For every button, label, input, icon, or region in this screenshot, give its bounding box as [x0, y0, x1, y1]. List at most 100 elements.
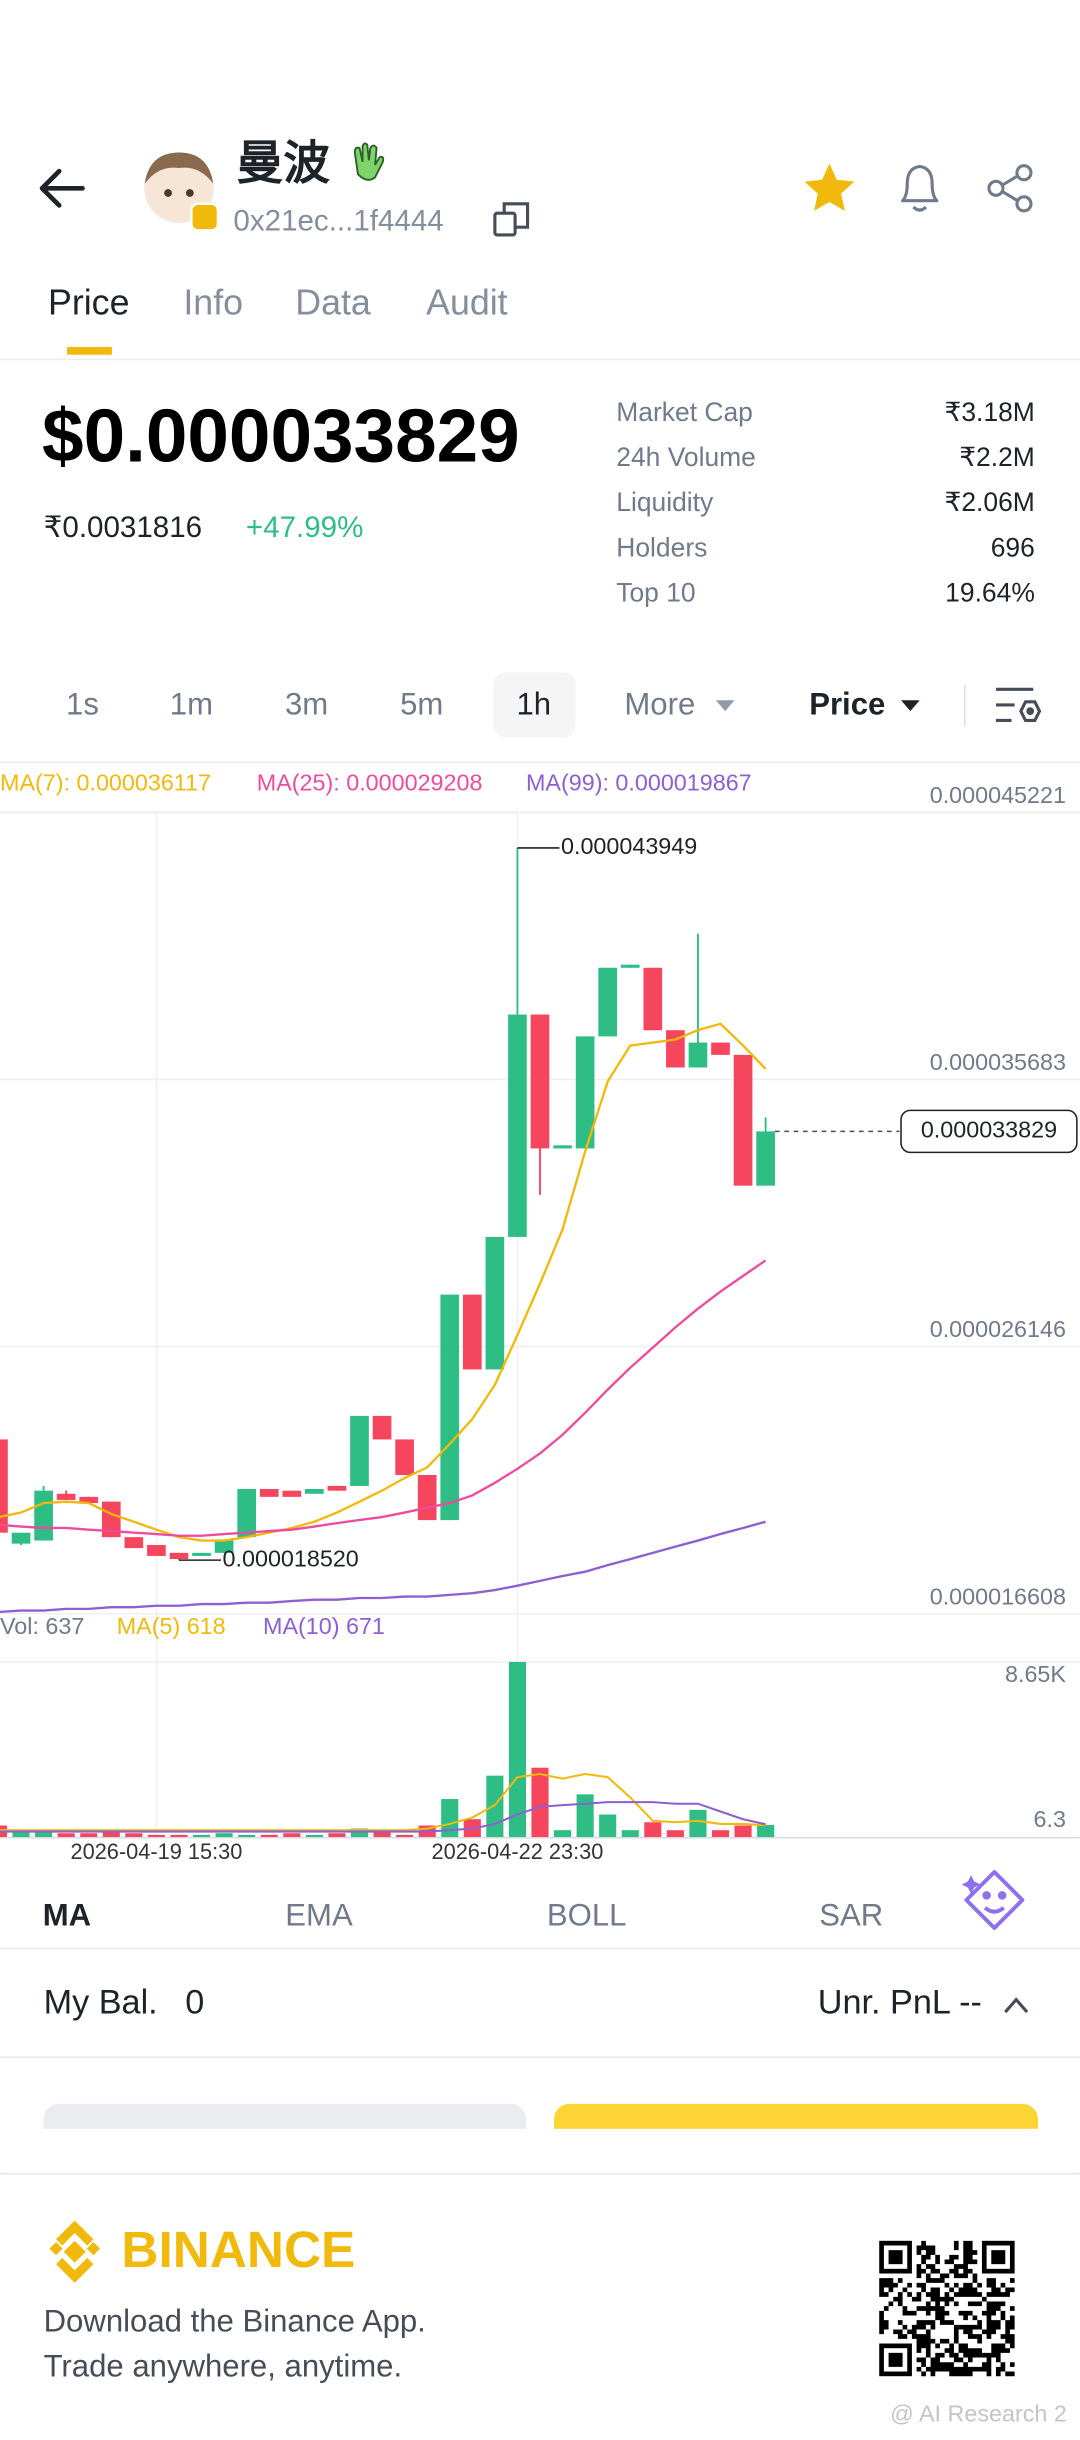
interval[interactable]: 1s — [66, 687, 99, 722]
candle-body — [192, 1552, 211, 1556]
stat-value: ₹2.2M — [959, 442, 1035, 472]
back-button[interactable] — [39, 168, 85, 208]
candle-body — [417, 1475, 437, 1521]
qr-finder — [991, 2250, 1006, 2265]
y-tick-label: 0.000016608 — [930, 1583, 1066, 1609]
volume-bar — [12, 1830, 30, 1838]
legend-entry: MA(5) 618 — [117, 1613, 226, 1639]
copy-button[interactable] — [493, 202, 530, 237]
candle-body — [620, 964, 640, 968]
volume-bar — [283, 1833, 301, 1838]
tab[interactable]: Data — [295, 282, 371, 322]
balance-value: 0 — [185, 1983, 204, 2021]
indicator-tab[interactable]: SAR — [819, 1897, 883, 1932]
candle-body — [711, 1042, 730, 1055]
low-label: 0.000018520 — [223, 1545, 359, 1571]
interval[interactable]: 5m — [400, 687, 443, 722]
interval[interactable]: 1m — [170, 687, 213, 722]
stat-value: 19.64% — [945, 577, 1035, 607]
indicator-bar: MA EMA BOLL SAR — [43, 1897, 883, 1932]
y-tick-label: 0.000035683 — [930, 1049, 1066, 1075]
candle-body — [575, 1036, 595, 1149]
qr-modules — [879, 2240, 1015, 2377]
stat-value: ₹2.06M — [945, 487, 1035, 517]
stat-label: Top 10 — [616, 577, 695, 607]
legend-entry: MA(99): 0.000019867 — [526, 769, 752, 795]
volume-bar — [57, 1833, 75, 1838]
volume-bar — [531, 1767, 549, 1838]
stat-label: Holders — [616, 532, 707, 562]
volume-bar — [305, 1834, 323, 1838]
volume-bar — [328, 1833, 346, 1838]
volume-bar — [192, 1834, 211, 1838]
footer-line: Download the Binance App. — [44, 2304, 426, 2339]
y-tick-label: 0.000045221 — [930, 782, 1066, 808]
expand-button[interactable] — [1004, 1997, 1029, 2014]
footer-line: Trade anywhere, anytime. — [44, 2349, 403, 2384]
volume-bar — [396, 1834, 414, 1838]
high-label: 0.000043949 — [561, 833, 697, 859]
alert-button[interactable] — [901, 164, 939, 212]
stats: Market Cap ₹3.18M 24h Volume ₹2.2M Liquidity… — [616, 397, 1035, 608]
candle-body — [79, 1496, 99, 1504]
favorite-button[interactable] — [804, 163, 855, 211]
volume-bar — [644, 1822, 662, 1838]
candle-body — [350, 1415, 369, 1486]
share-button[interactable] — [987, 164, 1033, 213]
candle-body — [305, 1489, 324, 1494]
tab-bar: Price Info Data Audit — [48, 282, 508, 322]
interval[interactable]: More — [624, 687, 695, 722]
legend-entry: Vol: 637 — [0, 1613, 84, 1639]
volume-bar — [373, 1830, 391, 1838]
candle-body — [259, 1489, 279, 1497]
indicator-tab[interactable]: EMA — [285, 1897, 353, 1932]
avatar — [143, 152, 220, 232]
pnl: Unr. PnL -- — [818, 1983, 982, 2021]
candle-body — [34, 1490, 53, 1541]
volume-bar — [260, 1834, 278, 1838]
volume-bar — [80, 1833, 98, 1838]
volume-bar — [666, 1830, 684, 1838]
candle-body — [214, 1540, 234, 1553]
legend-entry: MA(10) 671 — [263, 1613, 385, 1639]
volume-bar — [599, 1814, 617, 1838]
volume-bar — [508, 1661, 526, 1838]
volume-bar — [576, 1794, 594, 1838]
interval-selected-bg — [493, 672, 576, 738]
volume-bar — [35, 1831, 53, 1838]
stat-label: Liquidity — [616, 487, 714, 517]
candle-body — [237, 1489, 257, 1538]
volume-bar — [215, 1833, 233, 1838]
footer — [0, 2128, 1080, 2440]
volume-bar — [147, 1834, 165, 1838]
qr-code — [879, 2240, 1015, 2377]
candle-body — [124, 1537, 144, 1549]
more-caret — [715, 700, 735, 712]
price-change: +47.99% — [246, 511, 363, 544]
interval[interactable]: 1h — [516, 687, 551, 722]
volume-bar — [486, 1775, 504, 1838]
stat-label: 24h Volume — [616, 442, 756, 472]
indicator-tab[interactable]: MA — [43, 1897, 91, 1932]
qr-finder — [888, 2250, 903, 2265]
price-inr: ₹0.0031816 — [44, 511, 202, 544]
y-tick-label: 0.000026146 — [930, 1316, 1066, 1342]
tab[interactable]: Audit — [426, 282, 508, 322]
volume-bar — [554, 1830, 572, 1838]
candle-body — [462, 1294, 482, 1370]
legend-entry: MA(25): 0.000029208 — [257, 769, 483, 795]
tab[interactable]: Price — [48, 282, 130, 322]
candle-body — [553, 1145, 572, 1149]
volume-ma-line — [0, 1772, 766, 1832]
ai-button[interactable] — [961, 1870, 1025, 1930]
stat-label: Market Cap — [616, 397, 753, 427]
candle-body — [688, 1042, 708, 1068]
price-mode[interactable]: Price — [809, 687, 885, 722]
indicator-tab[interactable]: BOLL — [547, 1897, 627, 1932]
chart-settings-button[interactable] — [995, 687, 1042, 723]
tab[interactable]: Info — [183, 282, 243, 322]
x-tick-label: 2026-04-22 23:30 — [432, 1839, 604, 1864]
interval[interactable]: 3m — [285, 687, 328, 722]
